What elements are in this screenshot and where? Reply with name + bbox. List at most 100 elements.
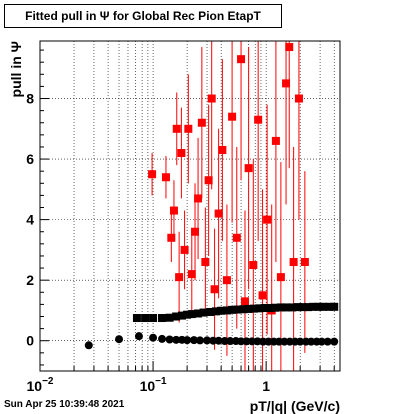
data-point — [249, 304, 258, 313]
data-point — [233, 305, 242, 314]
x-tick-label: 10−1 — [140, 376, 167, 394]
data-point — [161, 173, 170, 182]
data-point — [254, 115, 263, 124]
data-point — [293, 303, 302, 312]
data-point — [203, 336, 212, 345]
data-point — [304, 303, 313, 312]
data-point — [314, 302, 323, 311]
data-point — [172, 312, 181, 321]
data-point — [282, 79, 291, 88]
data-series — [84, 41, 339, 371]
y-axis-label: pull in Ψ — [8, 41, 24, 97]
data-point — [187, 310, 196, 319]
x-axis-label: pT/|q| (GeV/c) — [250, 398, 340, 414]
data-point — [189, 336, 198, 345]
data-point — [228, 305, 237, 314]
data-point — [276, 273, 285, 282]
data-point — [298, 303, 307, 312]
data-point — [309, 302, 318, 311]
data-point — [165, 313, 174, 322]
data-point — [263, 215, 272, 224]
data-point — [325, 302, 334, 311]
y-tick-label: 2 — [26, 272, 34, 288]
data-point — [197, 118, 206, 127]
data-point — [248, 337, 257, 346]
x-tick-label: 10−2 — [27, 376, 54, 394]
data-point — [214, 209, 223, 218]
data-point — [199, 308, 208, 317]
data-point — [244, 164, 253, 173]
data-point — [265, 304, 274, 313]
plot-frame — [39, 40, 341, 372]
data-point — [158, 314, 167, 323]
data-point — [194, 309, 203, 318]
data-point — [307, 337, 316, 346]
data-point — [84, 341, 93, 350]
grid — [39, 41, 340, 371]
data-point — [222, 276, 231, 285]
y-tick-label: 8 — [26, 91, 34, 107]
data-point — [132, 314, 141, 323]
data-point — [285, 43, 294, 52]
data-point — [319, 302, 328, 311]
data-point — [294, 94, 303, 103]
data-point — [323, 337, 332, 346]
data-point — [211, 307, 220, 316]
data-point — [158, 334, 167, 343]
data-point — [244, 304, 253, 313]
data-point — [204, 176, 213, 185]
data-point — [282, 303, 291, 312]
data-point — [289, 258, 298, 267]
data-point — [172, 335, 181, 344]
data-point — [167, 233, 176, 242]
data-point — [260, 304, 269, 313]
data-point — [258, 291, 267, 300]
data-point — [177, 311, 186, 320]
data-point — [134, 332, 143, 341]
data-point — [187, 270, 196, 279]
data-point — [237, 55, 246, 64]
data-point — [232, 233, 241, 242]
data-point — [165, 335, 174, 344]
data-point — [177, 149, 186, 158]
data-point — [239, 305, 248, 314]
data-point — [149, 333, 158, 342]
data-point — [148, 170, 157, 179]
data-point — [141, 314, 150, 323]
data-point — [206, 307, 215, 316]
data-point — [255, 304, 264, 313]
axes: 0 2 4 6 8 10−2 10−1 1 — [26, 49, 335, 394]
data-point — [242, 337, 251, 346]
data-point — [195, 336, 204, 345]
data-point — [201, 258, 210, 267]
data-point — [276, 303, 285, 312]
y-tick-label: 0 — [26, 333, 34, 349]
data-point — [317, 337, 326, 346]
data-point — [218, 145, 227, 154]
data-point — [228, 112, 237, 121]
data-point — [288, 303, 297, 312]
data-point — [222, 306, 231, 315]
timestamp: Sun Apr 25 10:39:48 2021 — [4, 399, 125, 410]
data-point — [149, 314, 158, 323]
data-point — [175, 273, 184, 282]
data-point — [226, 337, 235, 346]
data-point — [115, 335, 124, 344]
data-point — [184, 124, 193, 133]
data-point — [271, 303, 280, 312]
data-point — [194, 194, 203, 203]
data-point — [210, 285, 219, 294]
series-1 — [132, 302, 339, 323]
data-point — [191, 227, 200, 236]
y-tick-label: 6 — [26, 151, 34, 167]
data-point — [183, 310, 192, 319]
data-point — [296, 337, 305, 346]
data-point — [180, 245, 189, 254]
data-point — [207, 94, 216, 103]
data-point — [271, 136, 280, 145]
data-point — [214, 336, 223, 345]
series-0 — [148, 41, 309, 371]
data-point — [300, 258, 309, 267]
data-point — [249, 261, 258, 270]
